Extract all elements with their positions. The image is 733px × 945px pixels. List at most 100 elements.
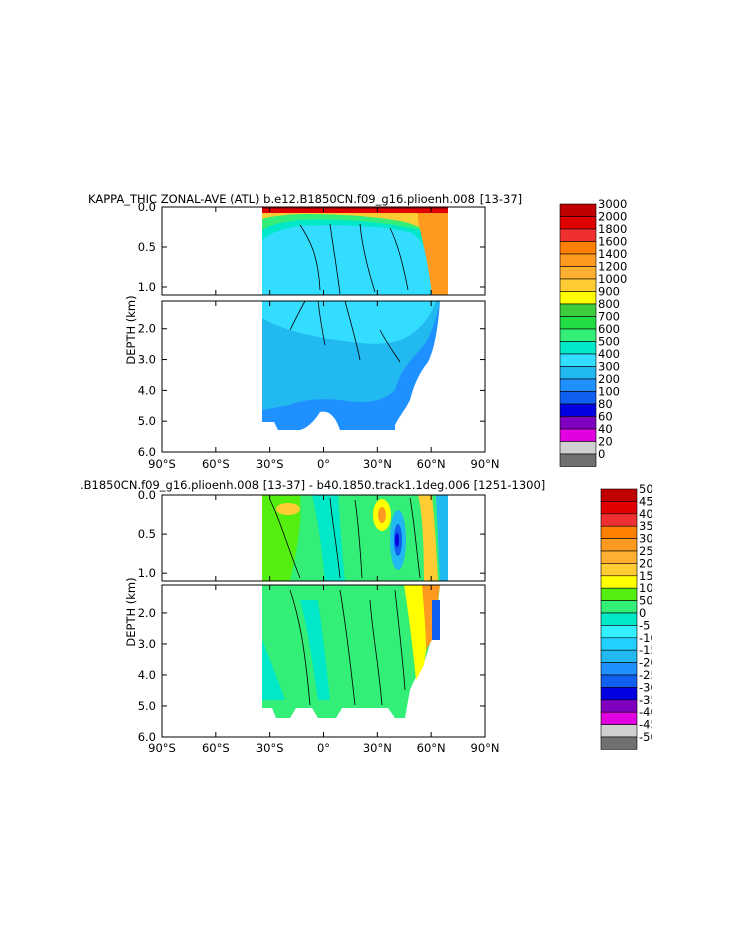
chart-2-y-ticks: 0.0 0.5 1.0 2.0 3.0 4.0 5.0 6.0	[138, 488, 485, 744]
colorbar-swatch	[559, 241, 597, 255]
colorbar-label: 40	[598, 422, 613, 436]
colorbar-label: 1400	[598, 247, 627, 261]
colorbar-swatch	[559, 353, 597, 367]
colorbar-swatch	[559, 253, 597, 267]
x-tick-label: 90°N	[471, 741, 500, 755]
x-tick-label: 30°S	[256, 457, 284, 471]
chart-2-lower-field	[262, 585, 440, 718]
y-tick-label: 0.5	[138, 527, 156, 541]
y-tick-label: 4.0	[138, 668, 156, 682]
y-tick-label: 0.5	[138, 240, 156, 254]
y-tick-label: 2.0	[138, 606, 156, 620]
x-tick-label: 30°S	[256, 741, 284, 755]
colorbar-label: 50	[639, 594, 654, 608]
chart-2-x-ticks: 90°S 60°S 30°S 0° 30°N 60°N 90°N	[148, 495, 500, 755]
chart-2-upper-field	[262, 495, 448, 581]
colorbar-swatch	[559, 416, 597, 430]
colorbar-swatch	[559, 291, 597, 305]
y-tick-label: 0.0	[138, 200, 156, 214]
colorbar-label: 10	[639, 581, 654, 595]
colorbar-label: 800	[598, 297, 620, 311]
colorbar-label: 500	[598, 335, 620, 349]
colorbar-swatch	[559, 316, 597, 330]
x-tick-label: 60°S	[202, 741, 230, 755]
y-tick-label: 1.0	[138, 280, 156, 294]
colorbar-label: -30	[639, 680, 658, 694]
x-tick-label: 30°N	[363, 457, 392, 471]
colorbar-swatch	[559, 366, 597, 380]
colorbar-swatch	[559, 266, 597, 280]
colorbar-swatch	[600, 575, 638, 589]
colorbar-label: -10	[639, 631, 658, 645]
colorbar-label: 30	[639, 532, 654, 546]
colorbar-label: 400	[598, 347, 620, 361]
colorbar-swatch	[600, 662, 638, 676]
colorbar-swatch	[559, 216, 597, 230]
colorbar-swatch	[559, 228, 597, 242]
colorbar-swatch	[559, 328, 597, 342]
colorbar-label: 50	[639, 482, 654, 496]
colorbar-swatch	[559, 391, 597, 405]
colorbar-swatch	[600, 501, 638, 515]
colorbar-swatch	[559, 378, 597, 392]
colorbar-swatch	[600, 612, 638, 626]
y-tick-label: 1.0	[138, 566, 156, 580]
colorbar-label: 100	[598, 385, 620, 399]
y-tick-label: 6.0	[138, 445, 156, 459]
x-tick-label: 90°S	[148, 457, 176, 471]
colorbar-swatch	[559, 403, 597, 417]
colorbar-label: -50	[639, 730, 658, 744]
colorbar-label: 60	[598, 410, 613, 424]
y-tick-label: 0.0	[138, 488, 156, 502]
y-tick-label: 5.0	[138, 699, 156, 713]
colorbar-label: 1600	[598, 235, 627, 249]
x-tick-label: 90°N	[471, 457, 500, 471]
colorbar-swatch	[600, 525, 638, 539]
colorbar-swatch	[600, 600, 638, 614]
colorbar-swatch	[600, 637, 638, 651]
colorbar-label: 3000	[598, 197, 627, 211]
colorbar-swatch	[559, 303, 597, 317]
colorbar-swatch	[600, 625, 638, 639]
colorbar-label: 300	[598, 360, 620, 374]
colorbar-label: -5	[639, 618, 650, 632]
chart-1-lower-field	[262, 300, 440, 430]
colorbar-swatch	[559, 453, 597, 467]
chart-1-x-ticks: 90°S 60°S 30°S 0° 30°N 60°N 90°N	[148, 207, 500, 471]
colorbar-label: 20	[639, 556, 654, 570]
colorbar-label: -20	[639, 656, 658, 670]
colorbar-swatch	[600, 711, 638, 725]
colorbar-swatch	[559, 428, 597, 442]
y-tick-label: 4.0	[138, 383, 156, 397]
colorbar-swatch	[600, 513, 638, 527]
colorbar-label: 0	[598, 447, 605, 461]
colorbar-label: 1000	[598, 272, 627, 286]
colorbar-label: 200	[598, 372, 620, 386]
colorbar-swatch	[600, 587, 638, 601]
x-tick-label: 0°	[317, 457, 330, 471]
colorbar-label: 700	[598, 310, 620, 324]
y-tick-label: 6.0	[138, 730, 156, 744]
colorbar-swatch	[600, 699, 638, 713]
x-tick-label: 30°N	[363, 741, 392, 755]
x-tick-label: 90°S	[148, 741, 176, 755]
colorbar-swatch	[600, 687, 638, 701]
colorbar-label: -25	[639, 668, 658, 682]
colorbar-label: 2000	[598, 210, 627, 224]
y-tick-label: 3.0	[138, 353, 156, 367]
chart-1-ylabel: DEPTH (km)	[124, 295, 138, 364]
colorbar-swatch	[600, 674, 638, 688]
x-tick-label: 60°S	[202, 457, 230, 471]
colorbar-swatch	[600, 736, 638, 750]
colorbar-swatch	[600, 563, 638, 577]
colorbar-label: 25	[639, 544, 654, 558]
colorbar-swatch	[559, 341, 597, 355]
x-tick-label: 0°	[317, 741, 330, 755]
colorbar-label: -35	[639, 693, 658, 707]
colorbar-label: 1800	[598, 222, 627, 236]
colorbar-label: 0	[639, 606, 646, 620]
chart-1-y-ticks: 0.0 0.5 1.0 2.0 3.0 4.0 5.0 6.0	[138, 200, 485, 459]
colorbar-label: 80	[598, 397, 613, 411]
chart-1: KAPPA_THIC ZONAL-AVE (ATL) b.e12.B1850CN…	[88, 192, 627, 471]
colorbar-label: 40	[639, 507, 654, 521]
